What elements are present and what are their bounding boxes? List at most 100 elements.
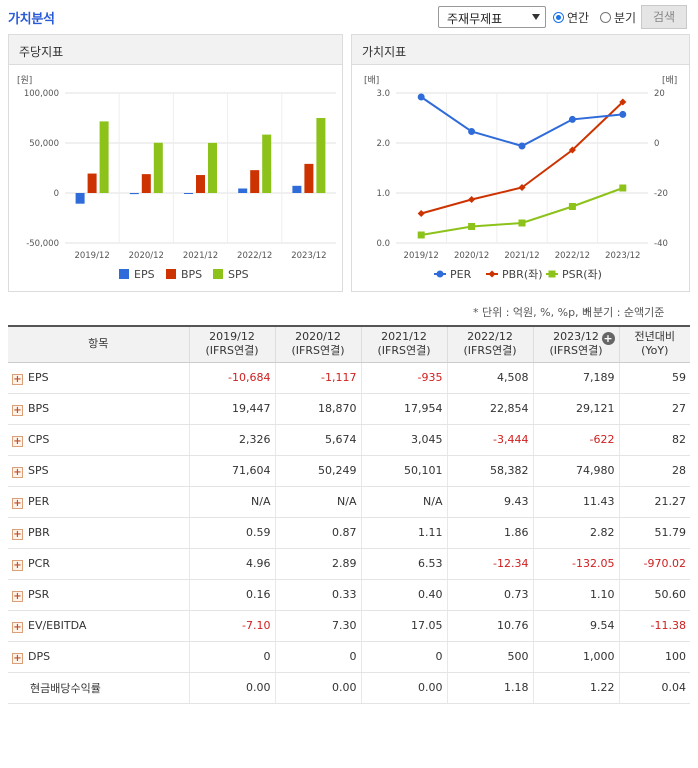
row-label-cell[interactable]: + EV/EBITDA	[8, 610, 190, 642]
search-button[interactable]: 검색	[641, 5, 687, 29]
row-label-cell[interactable]: + CPS	[8, 424, 190, 456]
table-cell: 11.43	[533, 486, 620, 518]
unit-note: * 단위 : 억원, %, %p, 배	[473, 306, 593, 319]
header-period: 전년대비 (YoY)	[619, 326, 690, 363]
y-tick-label-left: 3.0	[376, 89, 390, 99]
table-cell: N/A	[275, 486, 362, 518]
table-cell: 22,854	[447, 393, 534, 425]
point-pbr	[518, 183, 526, 192]
radio-annual-label: 연간	[567, 11, 590, 25]
row-label-cell[interactable]: + PSR	[8, 579, 190, 611]
legend-swatch	[166, 269, 176, 279]
point-per	[619, 110, 627, 118]
table-cell: 0.59	[189, 517, 276, 549]
legend-marker	[488, 270, 496, 278]
table-cell: 51.79	[619, 517, 690, 549]
table-cell: 19,447	[189, 393, 276, 425]
point-psr	[518, 219, 526, 227]
table-cell: 50.60	[619, 579, 690, 611]
x-tick-label: 2021/12	[183, 251, 218, 261]
point-psr	[468, 223, 476, 230]
row-label-cell[interactable]: + PCR	[8, 548, 190, 580]
radio-unselected-icon	[600, 12, 611, 23]
y-axis-unit-right: [배]	[662, 75, 677, 86]
row-label-cell[interactable]: + BPS	[8, 393, 190, 425]
top-bar: 가치분석 주재무제표 연간 분기 검색	[0, 0, 698, 34]
expand-icon[interactable]: +	[12, 528, 23, 540]
header-period: 2022/12 (IFRS연결)	[447, 326, 534, 363]
radio-quarter[interactable]: 분기	[600, 9, 636, 26]
table-cell: 50,101	[361, 455, 448, 487]
table-cell: 58,382	[447, 455, 534, 487]
table-cell: 100	[619, 641, 690, 673]
point-psr	[619, 184, 627, 192]
table-cell: 82	[619, 424, 690, 456]
add-column-icon[interactable]: +	[601, 332, 615, 345]
row-label: DPS	[28, 649, 51, 663]
panel-title-valuation: 가치지표	[352, 35, 689, 65]
y-tick-label: 0	[54, 189, 59, 199]
table-cell: -11.38	[619, 610, 690, 642]
table-cell: 28	[619, 455, 690, 487]
table-cell: -7.10	[189, 610, 276, 642]
table-cell: 0.00	[361, 672, 448, 704]
point-per	[568, 115, 576, 123]
expand-icon[interactable]: +	[12, 466, 23, 478]
header-label: 2023/12	[553, 330, 599, 344]
table-cell: 7.30	[275, 610, 362, 642]
expand-icon[interactable]: +	[12, 404, 23, 416]
row-label-cell[interactable]: + EPS	[8, 362, 190, 394]
row-label-cell[interactable]: + PBR	[8, 517, 190, 549]
table-cell: 29,121	[533, 393, 620, 425]
x-tick-label: 2019/12	[74, 251, 109, 261]
table-cell: 17,954	[361, 393, 448, 425]
expand-icon[interactable]: +	[12, 652, 23, 664]
bar-sps	[208, 142, 217, 193]
table-cell: 9.54	[533, 610, 620, 642]
table-row: + EPS -10,684 -1,117 -935 4,508 7,189 59	[8, 362, 690, 394]
header-sublabel: (IFRS연결)	[549, 344, 603, 358]
table-cell: 0.04	[619, 672, 690, 704]
table-cell: N/A	[361, 486, 448, 518]
header-period: 2021/12 (IFRS연결)	[361, 326, 448, 363]
point-pbr	[468, 195, 476, 204]
table-cell: 0	[361, 641, 448, 673]
point-psr	[417, 231, 425, 239]
header-sublabel: (IFRS연결)	[205, 344, 259, 358]
expand-icon[interactable]: +	[12, 559, 23, 571]
table-cell: 0	[189, 641, 276, 673]
table-row: + EV/EBITDA -7.10 7.30 17.05 10.76 9.54 -11.38	[8, 610, 690, 642]
expand-icon[interactable]: +	[12, 435, 23, 447]
table-cell: 0.87	[275, 517, 362, 549]
y-tick-label-right: -40	[654, 239, 668, 249]
table-row: 현금배당수익률 0.00 0.00 0.00 1.18 1.22 0.04	[8, 672, 690, 704]
table-cell: 0.73	[447, 579, 534, 611]
table-cell: 0.00	[189, 672, 276, 704]
row-label: PSR	[28, 587, 50, 601]
header-period: 2019/12 (IFRS연결)	[189, 326, 276, 363]
table-cell: 500	[447, 641, 534, 673]
row-label: CPS	[28, 432, 50, 446]
header-item: 항목	[8, 326, 190, 363]
row-label-cell[interactable]: + DPS	[8, 641, 190, 673]
expand-icon[interactable]: +	[12, 621, 23, 633]
table-cell: -622	[533, 424, 620, 456]
table-cell: 0.16	[189, 579, 276, 611]
row-label-cell[interactable]: + PER	[8, 486, 190, 518]
expand-icon[interactable]: +	[12, 373, 23, 385]
y-axis-unit-left: [배]	[364, 75, 379, 86]
table-row: + PBR 0.59 0.87 1.11 1.86 2.82 51.79	[8, 517, 690, 549]
expand-icon[interactable]: +	[12, 497, 23, 509]
bar-bps	[250, 170, 260, 193]
expand-icon[interactable]: +	[12, 590, 23, 602]
legend-marker	[548, 270, 556, 278]
table-cell: -935	[361, 362, 448, 394]
header-sublabel: (IFRS연결)	[291, 344, 345, 358]
row-label-cell[interactable]: + SPS	[8, 455, 190, 487]
table-row: + PCR 4.96 2.89 6.53 -12.34 -132.05 -970.02	[8, 548, 690, 580]
radio-quarter-label: 분기	[614, 11, 637, 25]
legend-label: BPS	[181, 268, 202, 281]
statement-select[interactable]: 주재무제표	[438, 6, 546, 28]
radio-annual[interactable]: 연간	[553, 9, 589, 26]
bar-bps	[87, 173, 97, 193]
